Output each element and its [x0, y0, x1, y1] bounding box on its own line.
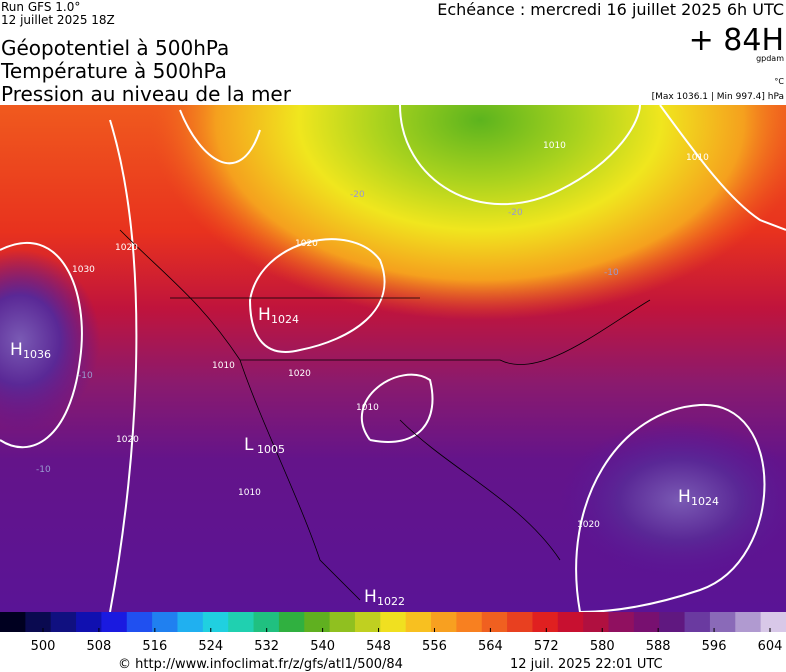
colorbar-cell [354, 612, 381, 632]
pressure-range: [Max 1036.1 | Min 997.4] hPa [652, 92, 784, 102]
lead-time: + 84H [689, 23, 784, 58]
colorbar-cell [253, 612, 280, 632]
isobar-label: 1020 [288, 369, 311, 379]
colorbar-cell [532, 612, 559, 632]
isobar-label: 1030 [72, 265, 95, 275]
isobar-label: 1010 [212, 361, 235, 371]
temperature-label: -10 [36, 465, 51, 475]
colorbar-cell [507, 612, 533, 632]
colorbar-label: 548 [366, 639, 391, 654]
colorbar-cell [380, 612, 407, 632]
colorbar-cell [0, 612, 26, 632]
colorbar-cell [684, 612, 711, 632]
colorbar-label: 588 [646, 639, 671, 654]
isobar-label: 1020 [295, 239, 318, 249]
center-value: 1024 [691, 495, 719, 508]
temperature-label: -10 [78, 371, 93, 381]
colorbar-cell [304, 612, 331, 632]
colorbar-cell [329, 612, 356, 632]
title-3: Pression au niveau de la mer [1, 82, 292, 106]
unit-geo: gpdam [756, 54, 784, 63]
center-value: 1022 [377, 595, 405, 608]
colorbar-cell [735, 612, 762, 632]
colorbar-cell [50, 612, 77, 632]
colorbar-cell [760, 612, 786, 632]
isobar-label: 1020 [116, 435, 139, 445]
colorbar-cell [557, 612, 584, 632]
center-value: 1036 [23, 348, 51, 361]
colorbar-cell [126, 612, 153, 632]
colorbar-label: 556 [422, 639, 447, 654]
run-date: 12 juillet 2025 18Z [1, 13, 115, 27]
colorbar-label: 532 [254, 639, 279, 654]
valid-time: Echéance : mercredi 16 juillet 2025 6h U… [437, 0, 784, 19]
center-value: 1024 [271, 313, 299, 326]
colorbar-cell [709, 612, 736, 632]
colorbar-cell [583, 612, 610, 632]
colorbar-cell [278, 612, 305, 632]
colorbar-cell [76, 612, 102, 632]
colorbar-cell [405, 612, 432, 632]
colorbar-cell [608, 612, 635, 632]
center-letter: H [678, 487, 691, 507]
isobar-label: 1010 [543, 141, 566, 151]
title-2: Température à 500hPa [0, 59, 227, 83]
run-label: Run GFS 1.0° [1, 0, 80, 14]
colorbar-cell [202, 612, 229, 632]
colorbar-label: 508 [87, 639, 112, 654]
center-letter: H [258, 305, 271, 325]
colorbar-cell [228, 612, 255, 632]
center-letter: H [10, 340, 23, 360]
map [0, 105, 786, 612]
colorbar-cell [633, 612, 660, 632]
isobar-label: 1020 [115, 243, 138, 253]
temperature-label: -20 [350, 190, 365, 200]
colorbar-cell [456, 612, 483, 632]
isobar-label: 1010 [686, 153, 709, 163]
isobar-label: 1010 [238, 488, 261, 498]
isobar-label: 1010 [356, 403, 379, 413]
colorbar-cell [152, 612, 178, 632]
colorbar-cell [25, 612, 52, 632]
colorbar-label: 524 [198, 639, 223, 654]
footer-url: © http://www.infoclimat.fr/z/gfs/atl1/50… [118, 657, 403, 672]
isobar-label: 1020 [577, 520, 600, 530]
title-1: Géopotentiel à 500hPa [1, 36, 229, 60]
temperature-label: -20 [508, 208, 523, 218]
colorbar-label: 540 [310, 639, 335, 654]
colorbar-cell [101, 612, 128, 632]
colorbar-cell [431, 612, 457, 632]
footer-stamp: 12 juil. 2025 22:01 UTC [510, 657, 663, 672]
colorbar-cell [659, 612, 686, 632]
center-letter: H [364, 587, 377, 607]
center-letter: L [244, 435, 254, 455]
colorbar-label: 580 [590, 639, 615, 654]
colorbar-label: 564 [478, 639, 503, 654]
colorbar-label: 596 [702, 639, 727, 654]
colorbar-cell [481, 612, 508, 632]
colorbar-label: 516 [142, 639, 167, 654]
temperature-label: -10 [604, 268, 619, 278]
unit-temp: °C [774, 77, 784, 86]
colorbar-label: 604 [758, 639, 783, 654]
center-value: 1005 [257, 443, 285, 456]
colorbar-cell [177, 612, 204, 632]
colorbar-label: 500 [31, 639, 56, 654]
colorbar-label: 572 [534, 639, 559, 654]
